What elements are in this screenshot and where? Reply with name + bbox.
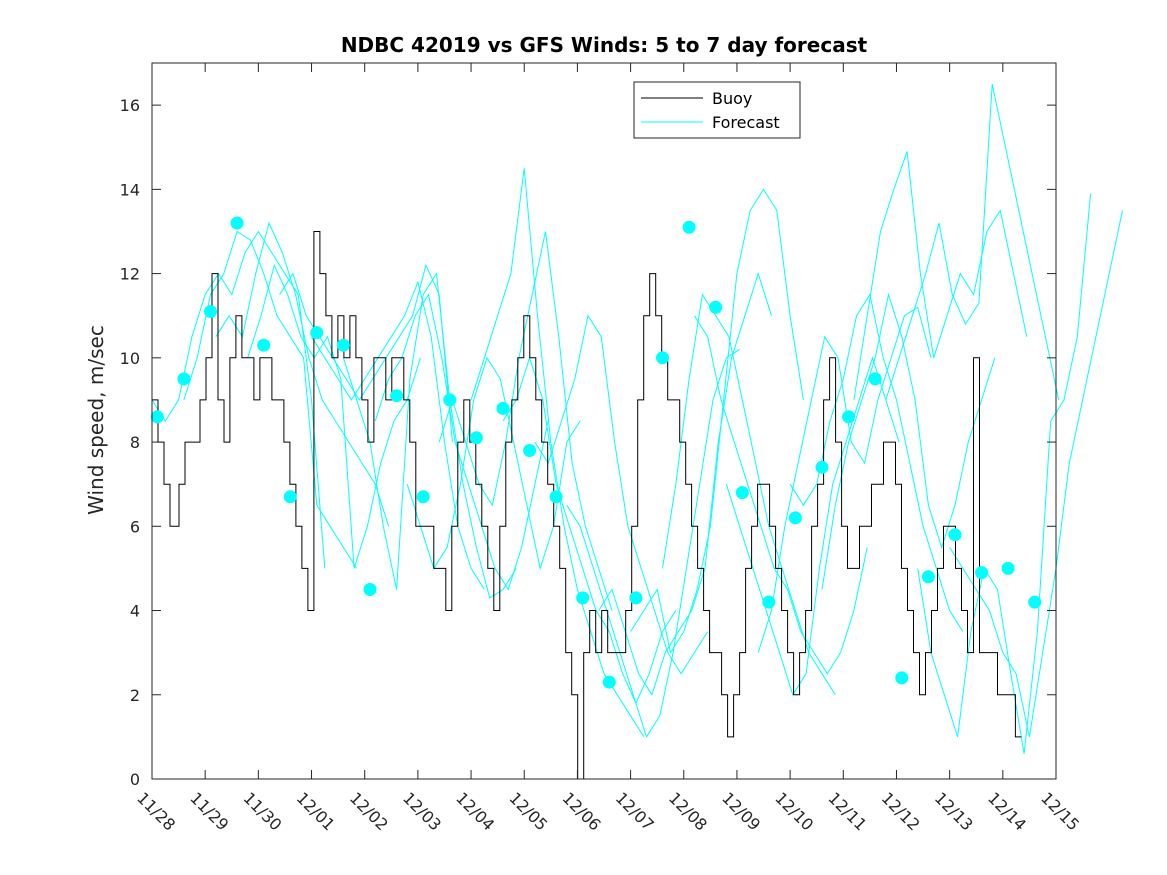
forecast-marker-point — [230, 216, 244, 230]
forecast-series-line — [630, 188, 804, 654]
plot-background — [152, 63, 1056, 779]
forecast-marker-point — [576, 591, 590, 605]
forecast-marker-point — [283, 490, 297, 504]
legend-forecast-label: Forecast — [712, 113, 780, 132]
forecast-series-line — [438, 231, 613, 611]
y-tick-label: 16 — [120, 96, 140, 115]
forecast-marker-point — [682, 220, 696, 234]
forecast-series-line — [534, 314, 709, 675]
forecast-series-line — [470, 168, 645, 738]
forecast-marker-point — [815, 460, 829, 474]
forecast-marker-point — [469, 431, 483, 445]
forecast-marker-point — [948, 528, 962, 542]
y-tick-label: 4 — [130, 602, 140, 621]
forecast-marker-point — [735, 486, 749, 500]
forecast-series-line — [885, 83, 1060, 401]
forecast-marker-point — [204, 305, 217, 318]
forecast-marker-point — [443, 393, 457, 407]
forecast-series-line — [662, 293, 836, 696]
forecast-marker-point — [656, 351, 669, 365]
y-axis: 0 2 4 6 8 10 12 14 16 — [120, 96, 1056, 789]
forecast-marker-point — [709, 300, 723, 314]
y-axis-label: Wind speed, m/sec — [84, 325, 108, 515]
forecast-marker-point — [257, 338, 271, 352]
forecast-series-line — [406, 356, 581, 571]
forecast-marker-point — [842, 410, 856, 424]
forecast-marker-point — [602, 675, 616, 689]
forecast-marker-point — [549, 490, 563, 504]
forecast-series-line — [725, 356, 900, 696]
forecast-marker-point — [762, 595, 776, 609]
forecast-marker-point — [310, 326, 324, 340]
y-tick-label: 0 — [130, 770, 140, 789]
forecast-marker-point — [788, 511, 802, 525]
forecast-series-line — [311, 280, 485, 590]
forecast-marker-point — [895, 671, 909, 685]
y-tick-label: 2 — [130, 686, 140, 705]
forecast-marker-point — [177, 372, 191, 386]
forecast-series-line — [693, 315, 868, 675]
legend: Buoy Forecast — [633, 81, 801, 139]
forecast-marker-point — [150, 410, 164, 424]
forecast-marker-point — [629, 591, 643, 605]
forecast-series-line — [757, 306, 932, 653]
y-tick-label: 10 — [120, 349, 140, 368]
forecast-marker-point — [336, 338, 350, 352]
forecast-marker-point — [416, 490, 430, 504]
y-tick-label: 12 — [120, 265, 140, 284]
forecast-lines — [151, 83, 1123, 754]
forecast-series-line — [279, 263, 453, 443]
forecast-series-line — [949, 210, 1123, 738]
plot-frame — [151, 62, 1057, 780]
forecast-series-line — [502, 356, 677, 705]
legend-box — [633, 81, 801, 139]
forecast-marker-point — [363, 583, 377, 596]
forecast-series-line — [598, 271, 772, 696]
legend-buoy-label: Buoy — [712, 89, 752, 108]
forecast-marker-point — [1028, 595, 1042, 609]
forecast-marker-point — [390, 389, 404, 403]
forecast-marker-point — [868, 372, 882, 386]
y-tick-label: 6 — [130, 517, 140, 536]
forecast-marker-point — [1001, 561, 1015, 575]
forecast-marker-point — [496, 401, 510, 415]
forecast-marker-point — [921, 570, 935, 584]
y-tick-label: 14 — [120, 180, 140, 199]
y-tick-label: 8 — [130, 433, 140, 452]
forecast-series-line — [215, 221, 390, 527]
forecast-marker-point — [523, 444, 537, 457]
forecast-series-line — [151, 230, 326, 569]
forecast-series-line — [853, 151, 1028, 400]
forecast-markers — [150, 216, 1042, 689]
forecast-series-line — [821, 292, 996, 590]
chart-title: NDBC 42019 vs GFS Winds: 5 to 7 day fore… — [341, 33, 868, 57]
forecast-series-line — [342, 272, 517, 599]
forecast-series-line — [566, 348, 740, 739]
forecast-marker-point — [975, 566, 989, 580]
forecast-series-line — [917, 193, 1092, 754]
forecast-series-line — [374, 293, 549, 591]
forecast-series-line — [183, 230, 358, 569]
forecast-series-line — [789, 293, 964, 632]
